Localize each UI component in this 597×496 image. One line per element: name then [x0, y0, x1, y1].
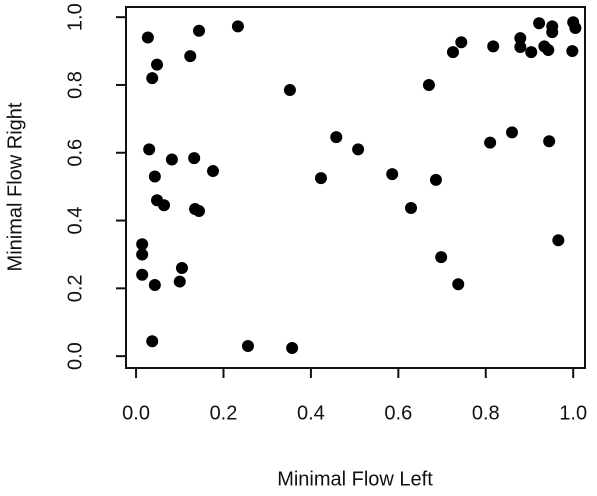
point — [542, 44, 555, 57]
x-tick-label: 0.8 — [472, 402, 500, 424]
x-tick-label: 0.6 — [384, 402, 412, 424]
point — [148, 170, 161, 183]
point — [429, 173, 442, 186]
x-tick-label: 1.0 — [559, 402, 587, 424]
point — [148, 278, 161, 291]
x-tick-label: 0.2 — [210, 402, 238, 424]
point — [422, 78, 435, 91]
point — [286, 342, 299, 355]
point — [193, 205, 206, 218]
point — [158, 199, 171, 212]
point — [452, 278, 465, 291]
point — [193, 24, 206, 37]
point — [566, 45, 579, 58]
point — [487, 40, 500, 53]
point — [146, 72, 159, 85]
point — [386, 168, 399, 181]
point — [435, 251, 448, 264]
point — [136, 268, 149, 281]
point — [330, 131, 343, 144]
point — [446, 46, 459, 59]
point — [173, 275, 186, 288]
y-tick-label: 0.4 — [64, 207, 86, 235]
plot-frame — [125, 6, 586, 369]
x-axis-label: Minimal Flow Left — [277, 468, 433, 490]
y-tick-label: 0.6 — [64, 139, 86, 167]
point — [231, 20, 244, 33]
point — [141, 31, 154, 44]
point — [514, 32, 527, 45]
point — [143, 143, 156, 156]
y-tick-label: 0.2 — [64, 274, 86, 302]
point — [241, 339, 254, 352]
point — [525, 46, 538, 59]
point — [146, 335, 159, 348]
point — [206, 165, 219, 178]
point — [514, 40, 527, 53]
point — [505, 126, 518, 139]
x-tick-label: 0.4 — [297, 402, 325, 424]
point — [136, 248, 149, 261]
y-tick-label: 0.0 — [64, 342, 86, 370]
point — [552, 234, 565, 247]
point — [533, 17, 546, 30]
y-tick-label: 1.0 — [64, 3, 86, 31]
point — [188, 152, 201, 165]
point — [405, 202, 418, 215]
point — [151, 58, 164, 71]
point — [352, 143, 365, 156]
point — [546, 26, 559, 39]
point — [136, 238, 149, 251]
y-axis-label: Minimal Flow Right — [4, 102, 26, 271]
point — [283, 84, 296, 97]
point — [165, 153, 178, 166]
point — [569, 22, 582, 35]
point — [455, 36, 468, 49]
x-tick-label: 0.0 — [122, 402, 150, 424]
y-tick-label: 0.8 — [64, 71, 86, 99]
point — [543, 135, 556, 148]
point — [175, 262, 188, 275]
point — [484, 136, 497, 149]
point — [314, 172, 327, 185]
point — [184, 50, 197, 63]
